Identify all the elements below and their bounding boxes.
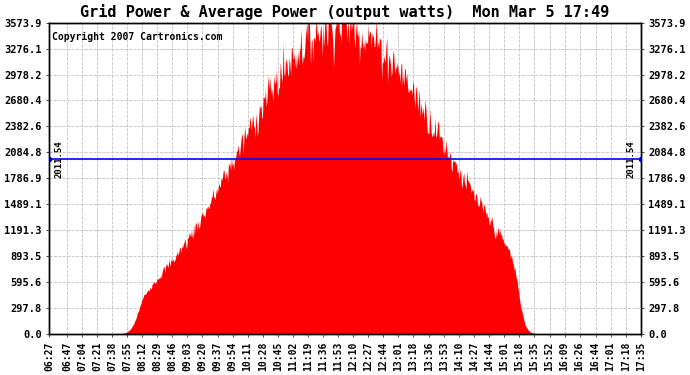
Text: Copyright 2007 Cartronics.com: Copyright 2007 Cartronics.com — [52, 32, 223, 42]
Text: 2011.54: 2011.54 — [627, 140, 636, 177]
Text: 2011.54: 2011.54 — [54, 140, 63, 177]
Title: Grid Power & Average Power (output watts)  Mon Mar 5 17:49: Grid Power & Average Power (output watts… — [80, 4, 610, 20]
